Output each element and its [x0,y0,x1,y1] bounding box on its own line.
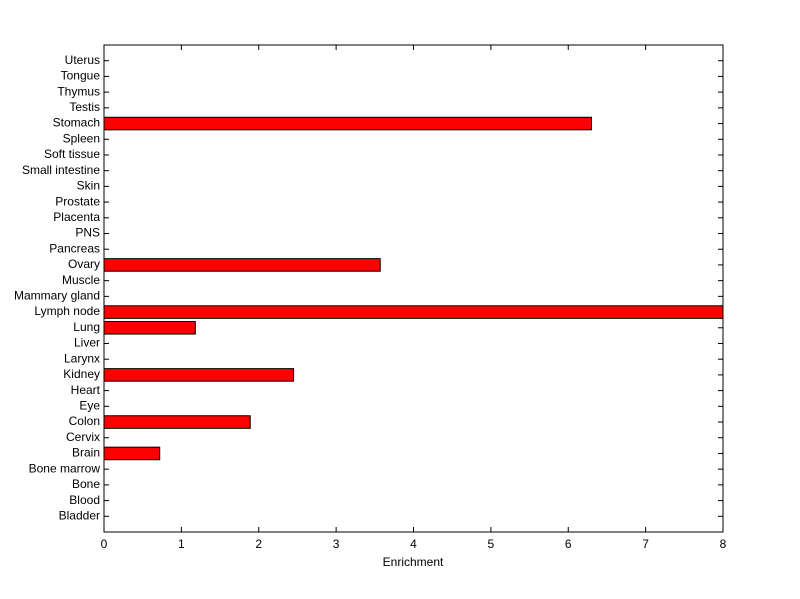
y-tick-label: PNS [75,226,100,240]
x-tick-label: 7 [642,537,649,551]
y-tick-label: Stomach [53,116,100,130]
x-tick-label: 1 [178,537,185,551]
x-tick-label: 2 [255,537,262,551]
y-tick-label: Ovary [68,257,100,271]
y-tick-label: Small intestine [22,163,100,177]
y-tick-label: Skin [77,179,100,193]
y-tick-label: Eye [79,398,100,412]
y-tick-label: Thymus [57,84,100,98]
bar [103,446,161,461]
bar [103,415,251,429]
y-tick-label: Tongue [61,69,101,83]
y-tick-label: Cervix [66,430,100,444]
y-tick-label: Soft tissue [44,147,100,161]
y-tick-label: Larynx [64,351,100,365]
y-tick-label: Bone [72,477,100,491]
x-tick-label: 8 [720,537,727,551]
x-tick-label: 3 [333,537,340,551]
x-tick-label: 5 [488,537,495,551]
y-tick-label: Muscle [62,273,100,287]
y-tick-label: Mammary gland [14,289,100,303]
bar [103,258,381,272]
y-tick-label: Blood [69,493,100,507]
bar [103,116,592,131]
y-tick-label: Kidney [63,367,100,381]
y-tick-label: Brain [72,446,100,460]
y-tick-label: Liver [74,336,100,350]
y-tick-label: Testis [69,100,100,114]
x-tick-label: 0 [101,537,108,551]
y-tick-label: Prostate [55,194,100,208]
y-tick-label: Spleen [63,131,100,145]
x-tick-label: 6 [565,537,572,551]
x-tick-label: 4 [410,537,417,551]
y-tick-label: Lung [73,320,100,334]
y-tick-label: Bone marrow [29,461,101,475]
bar [103,320,196,335]
y-tick-label: Pancreas [49,241,100,255]
y-tick-label: Placenta [53,210,100,224]
y-tick-label: Lymph node [34,304,100,318]
bar [103,368,295,382]
y-tick-label: Colon [69,414,100,428]
y-tick-label: Uterus [65,53,100,67]
y-tick-label: Heart [71,383,101,397]
x-axis-label: Enrichment [383,555,444,569]
y-tick-label: Bladder [59,508,100,522]
bar [103,305,724,319]
